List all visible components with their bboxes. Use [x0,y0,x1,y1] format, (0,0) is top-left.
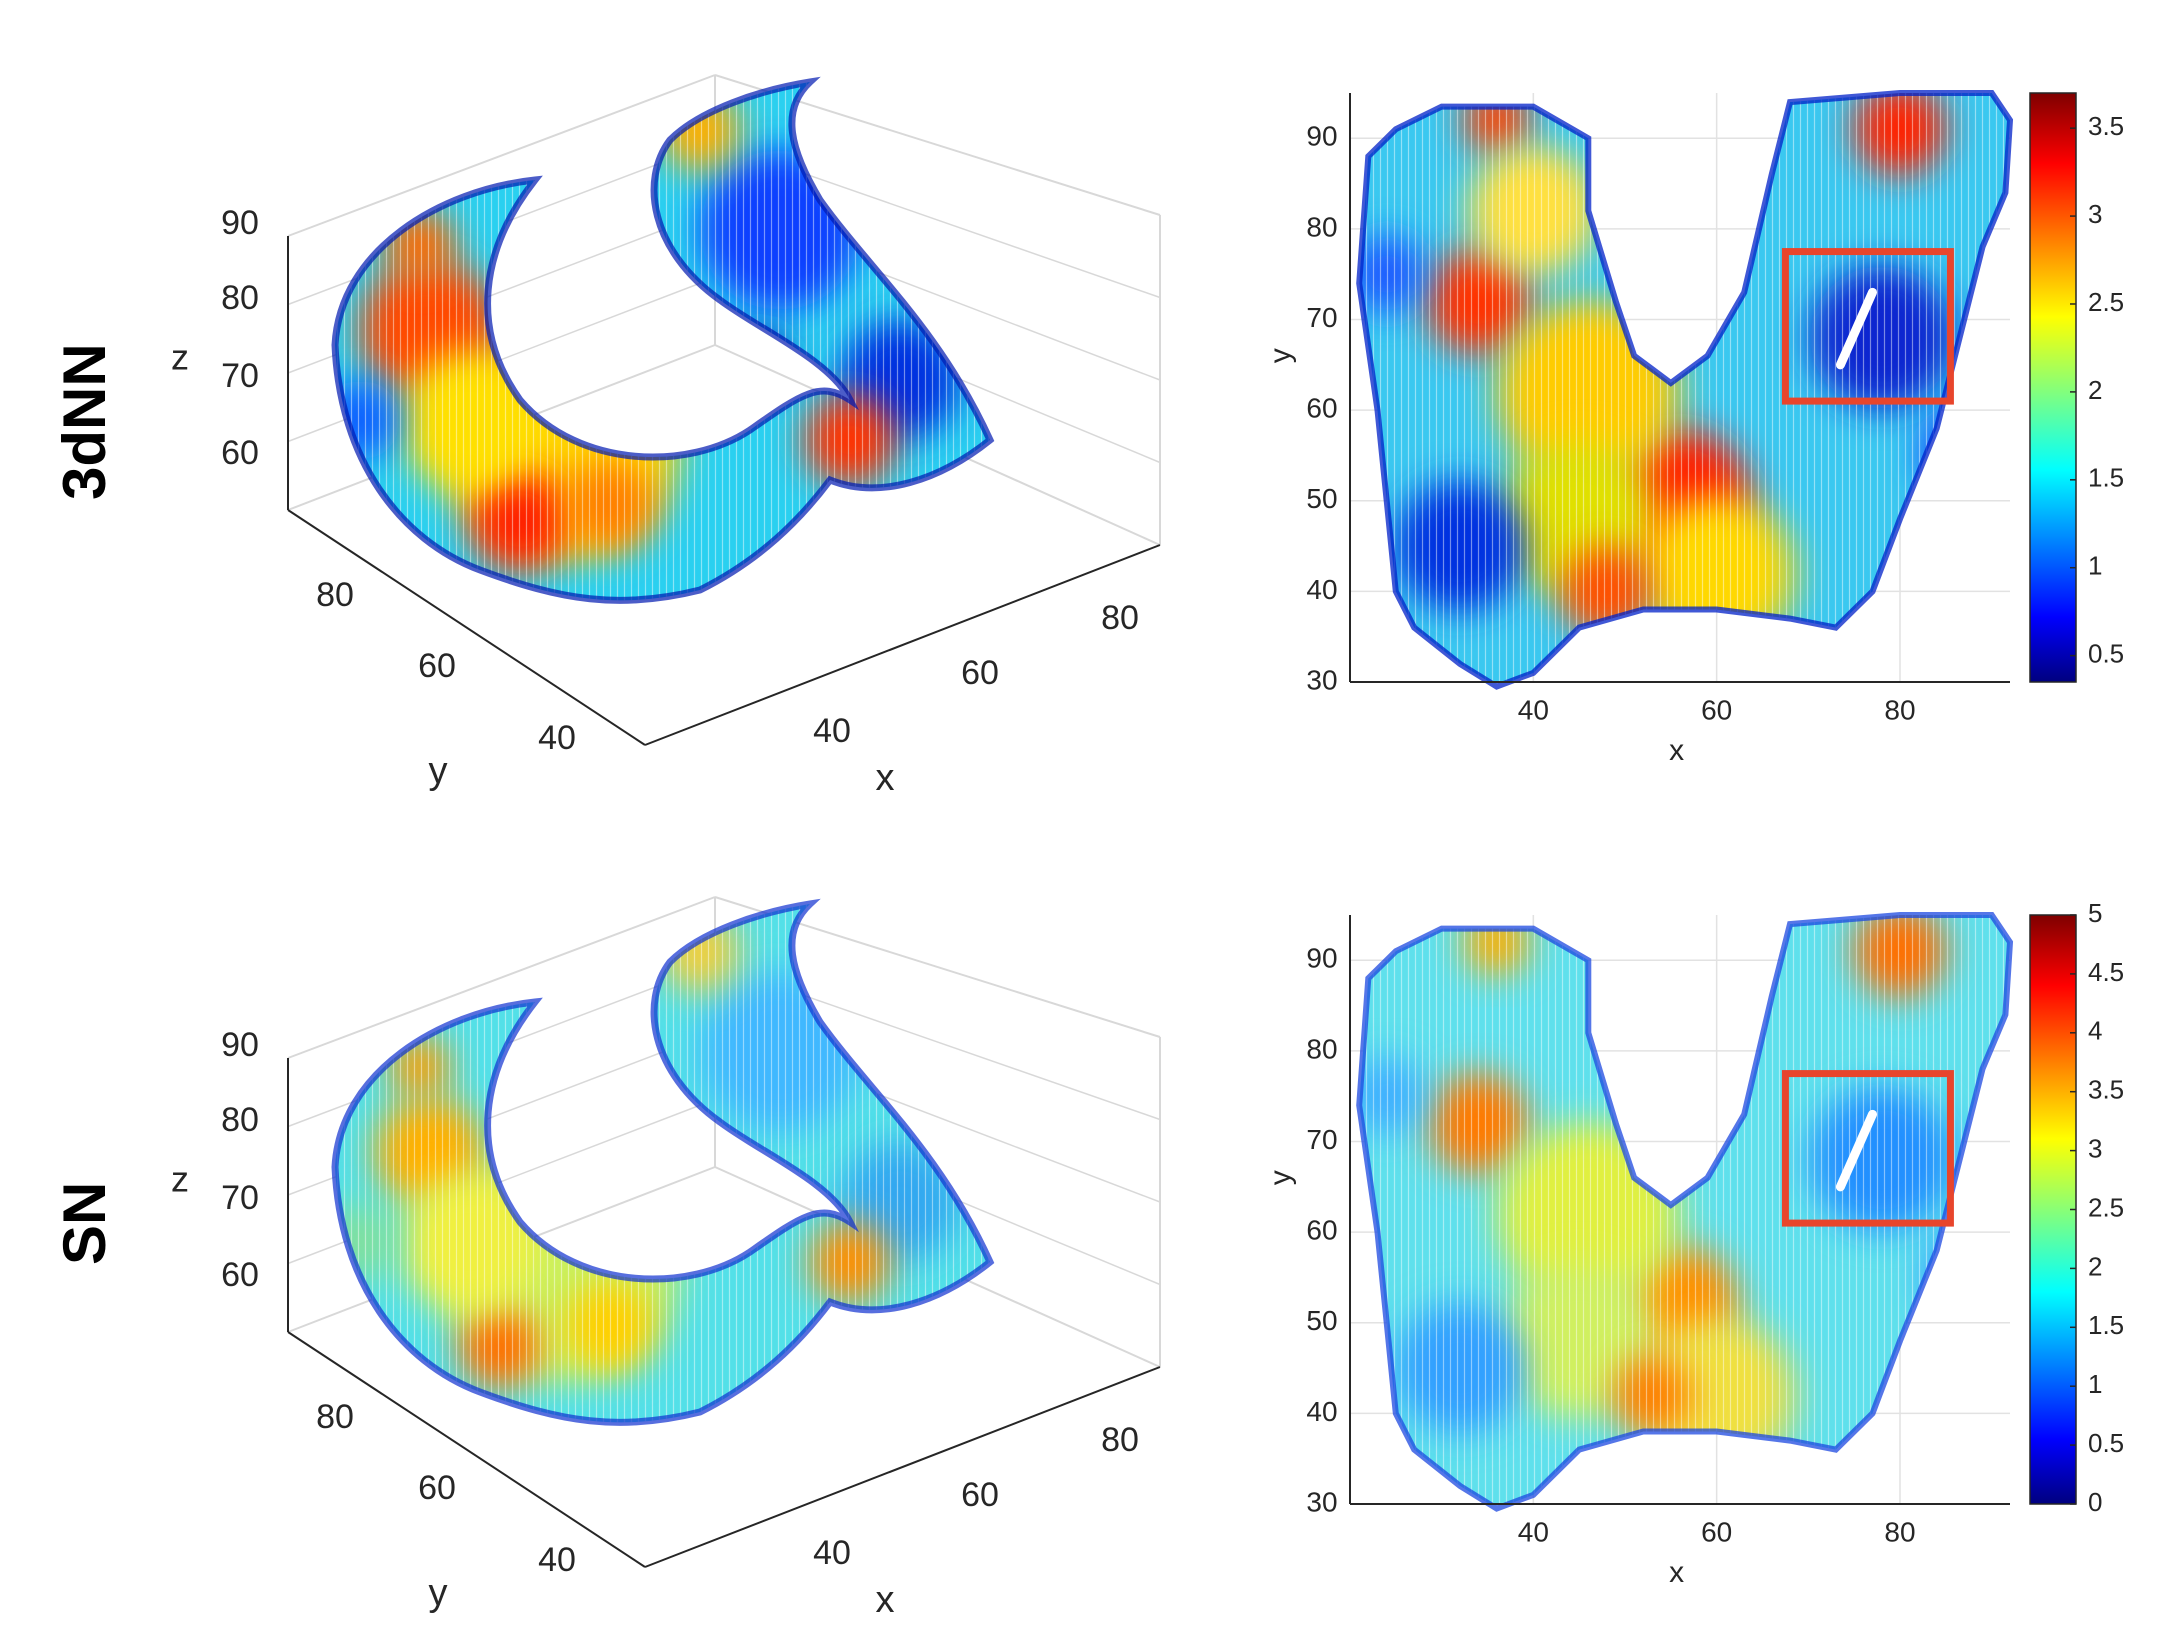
colorbar-tick-label: 1 [2088,1369,2102,1399]
axis-box-line [287,74,716,237]
colorbar [2029,92,2077,683]
colorbar-tick-label: 1.5 [2088,1310,2124,1340]
z-tick-label: 80 [221,1101,259,1139]
y-axis-label: y [1264,348,1297,363]
z-tick-label: 90 [221,1026,259,1064]
colorbar-tick-label: 3 [2088,1133,2102,1163]
z-tick-label: 70 [221,357,259,395]
x-tick-label: 40 [1518,1516,1549,1547]
gap-mark [1835,287,1877,370]
colorbar-tick-label: 0.5 [2088,1428,2124,1458]
x-axis-label: x [876,757,895,799]
colorbar-tick-label: 1 [2088,551,2102,581]
x-tick-label: 40 [813,1534,851,1572]
z-axis-label: z [171,337,189,378]
y-axis-label: y [429,1572,448,1614]
colorbar-tick-label: 2 [2088,375,2102,405]
y-tick-label: 90 [1306,121,1337,152]
y-tick-label: 40 [1306,1396,1337,1427]
x-tick-label: 60 [961,1476,999,1514]
y-tick-label: 60 [1306,1215,1337,1246]
colorbar-tick-label: 4.5 [2088,957,2124,987]
cloud-stripes [335,904,990,1423]
y-tick-label: 60 [418,1469,456,1507]
y-tick-label: 80 [1306,211,1337,242]
gap-mark [1835,1109,1877,1192]
point-cloud [331,76,995,604]
x-axis-label: x [1669,734,1684,767]
cloud-edge [331,76,995,604]
point-cloud [331,898,995,1426]
y-tick-label: 40 [1306,574,1337,605]
y-tick-label: 30 [1306,664,1337,695]
colorbar-tick-label: 0.5 [2088,639,2124,669]
panel-3d-0: 60 70 80 90 40 60 80 40 60 80 z y x [171,74,1161,799]
colorbar-tick-label: 3.5 [2088,1075,2124,1105]
highlight-box [1781,248,1954,405]
y-tick-label: 50 [1306,483,1337,514]
colorbar-tick-label: 3 [2088,199,2102,229]
heatmap-body [1359,93,2010,682]
y-tick-label: 70 [1306,1124,1337,1155]
x-tick-label: 80 [1101,1421,1139,1459]
cloud-stripes [335,82,990,601]
heatmap-stripes [1359,915,2010,1504]
y-tick-label: 80 [316,1398,354,1436]
x-tick-label: 60 [1701,1516,1732,1547]
z-tick-label: 70 [221,1179,259,1217]
colorbar [2029,914,2077,1505]
z-tick-label: 90 [221,204,259,242]
cloud-edge [331,898,995,1426]
y-tick-label: 80 [1306,1033,1337,1064]
y-axis-line [287,1331,646,1568]
y-tick-label: 60 [418,647,456,685]
colorbar-tick-label: 1.5 [2088,463,2124,493]
x-tick-label: 60 [1701,694,1732,725]
y-tick-label: 40 [538,1541,576,1579]
x-tick-label: 40 [1518,694,1549,725]
z-axis-label: z [171,1159,189,1200]
panel-2d-1: 40 60 80 30 40 50 60 70 80 90 x y 0 0.5 1 1.5 2 2.5 3 3.5 4 4… [1264,898,2124,1589]
y-tick-label: 90 [1306,943,1337,974]
colorbar-tick-label: 2 [2088,1251,2102,1281]
panel-2d-0: 40 60 80 30 40 50 60 70 80 90 x y 0.5 1 1.5 2 2.5 3 3.5 [1264,90,2124,767]
x-axis-line [644,544,1161,746]
y-axis-label: y [1264,1170,1297,1185]
colorbar-tick-label: 4 [2088,1016,2102,1046]
heatmap-body [1359,915,2010,1504]
x-tick-label: 60 [961,654,999,692]
z-tick-label: 60 [221,434,259,472]
y-axis-line [287,509,646,746]
colorbar-tick-label: 5 [2088,898,2102,928]
z-tick-label: 80 [221,279,259,317]
x-axis-label: x [1669,1556,1684,1589]
x-tick-label: 40 [813,712,851,750]
heatmap-stripes [1359,93,2010,682]
colorbar-tick-label: 3.5 [2088,111,2124,141]
y-tick-label: 50 [1306,1305,1337,1336]
x-axis-label: x [876,1579,895,1621]
colorbar-tick-label: 0 [2088,1487,2102,1517]
x-tick-label: 80 [1884,694,1915,725]
y-tick-label: 80 [316,576,354,614]
colorbar-tick-label: 2.5 [2088,287,2124,317]
y-tick-label: 40 [538,719,576,757]
y-axis-label: y [429,750,448,792]
z-tick-label: 60 [221,1256,259,1294]
panel-3d-1: 60 70 80 90 40 60 80 40 60 80 z y x [171,896,1161,1621]
colorbar-tick-label: 2.5 [2088,1192,2124,1222]
y-tick-label: 60 [1306,393,1337,424]
y-tick-label: 30 [1306,1486,1337,1517]
axis-box-line [287,896,716,1059]
y-tick-label: 70 [1306,302,1337,333]
x-tick-label: 80 [1884,1516,1915,1547]
x-tick-label: 80 [1101,599,1139,637]
highlight-box [1781,1070,1954,1227]
x-axis-line [644,1366,1161,1568]
